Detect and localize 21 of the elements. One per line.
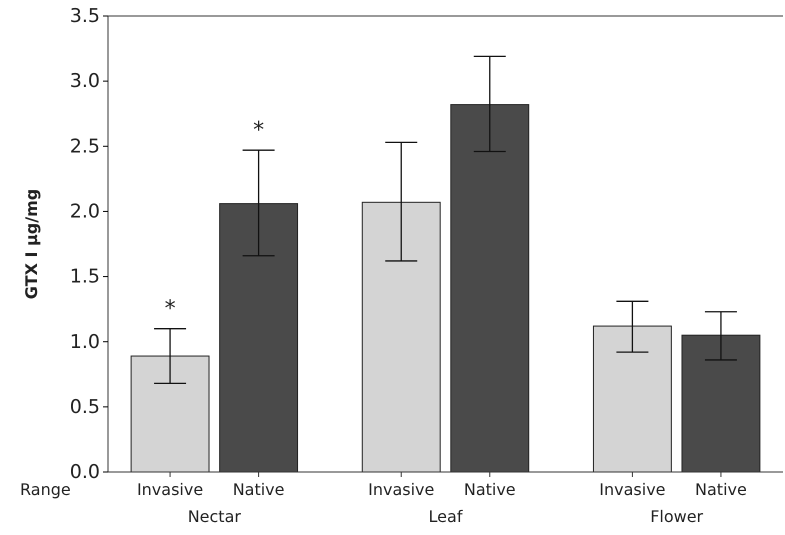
text: Native [464,480,516,499]
text: Invasive [368,480,434,499]
y-tick-label: 3.0 [70,70,100,92]
y-tick-label: 3.5 [70,5,100,28]
y-axis-title: GTX I µg/mg [22,188,41,300]
y-tick-label: 2.5 [70,135,100,158]
legend-title: Range [20,480,71,499]
series-label: Native [232,480,285,499]
annotation: * [253,118,264,144]
x-tick-label: Nectar [188,507,242,526]
y-tick-label: 0.0 [70,461,100,484]
series-label: Invasive [136,480,204,499]
annotation: * [164,296,176,322]
y-tick-label: 1.0 [70,330,100,353]
text: Invasive [599,480,666,499]
y-tick-label: 1.5 [70,266,100,288]
y-tick-label: 2.0 [70,200,100,223]
x-tick-label: Flower [650,507,704,526]
x-tick-label: Leaf [428,507,463,526]
y-tick-label: 0.5 [70,396,100,418]
text: Native [695,480,747,499]
